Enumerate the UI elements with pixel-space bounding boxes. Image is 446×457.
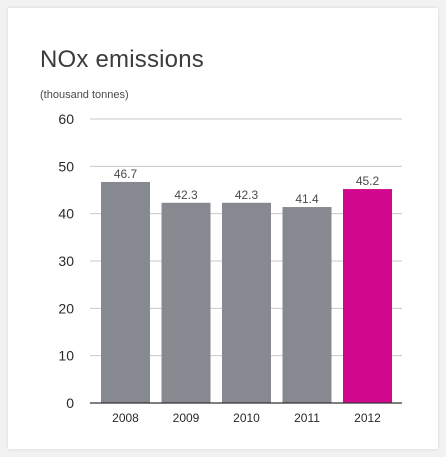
x-tick-label: 2009 xyxy=(173,411,200,425)
y-tick-label: 60 xyxy=(58,111,74,127)
data-label: 42.3 xyxy=(174,188,198,202)
y-tick-label: 10 xyxy=(58,348,74,364)
y-tick-label: 50 xyxy=(58,158,74,174)
data-label: 45.2 xyxy=(356,174,380,188)
y-tick-label: 20 xyxy=(58,300,74,316)
y-tick-label: 0 xyxy=(66,395,74,411)
data-label: 46.7 xyxy=(114,167,138,181)
bar-2010 xyxy=(222,202,271,403)
x-tick-label: 2010 xyxy=(233,411,260,425)
x-tick-label: 2008 xyxy=(112,411,139,425)
bar-2011 xyxy=(282,207,332,403)
y-tick-label: 40 xyxy=(58,206,74,222)
chart-title: NOx emissions xyxy=(40,46,204,73)
bar-2009 xyxy=(161,202,211,403)
bar-2008 xyxy=(101,181,150,403)
x-tick-label: 2011 xyxy=(294,411,320,425)
chart-subtitle: (thousand tonnes) xyxy=(40,89,129,101)
bar-2012 xyxy=(343,189,392,403)
x-tick-label: 2012 xyxy=(354,411,381,425)
data-label: 41.4 xyxy=(295,192,319,206)
y-tick-label: 30 xyxy=(58,253,74,269)
data-label: 42.3 xyxy=(235,188,259,202)
